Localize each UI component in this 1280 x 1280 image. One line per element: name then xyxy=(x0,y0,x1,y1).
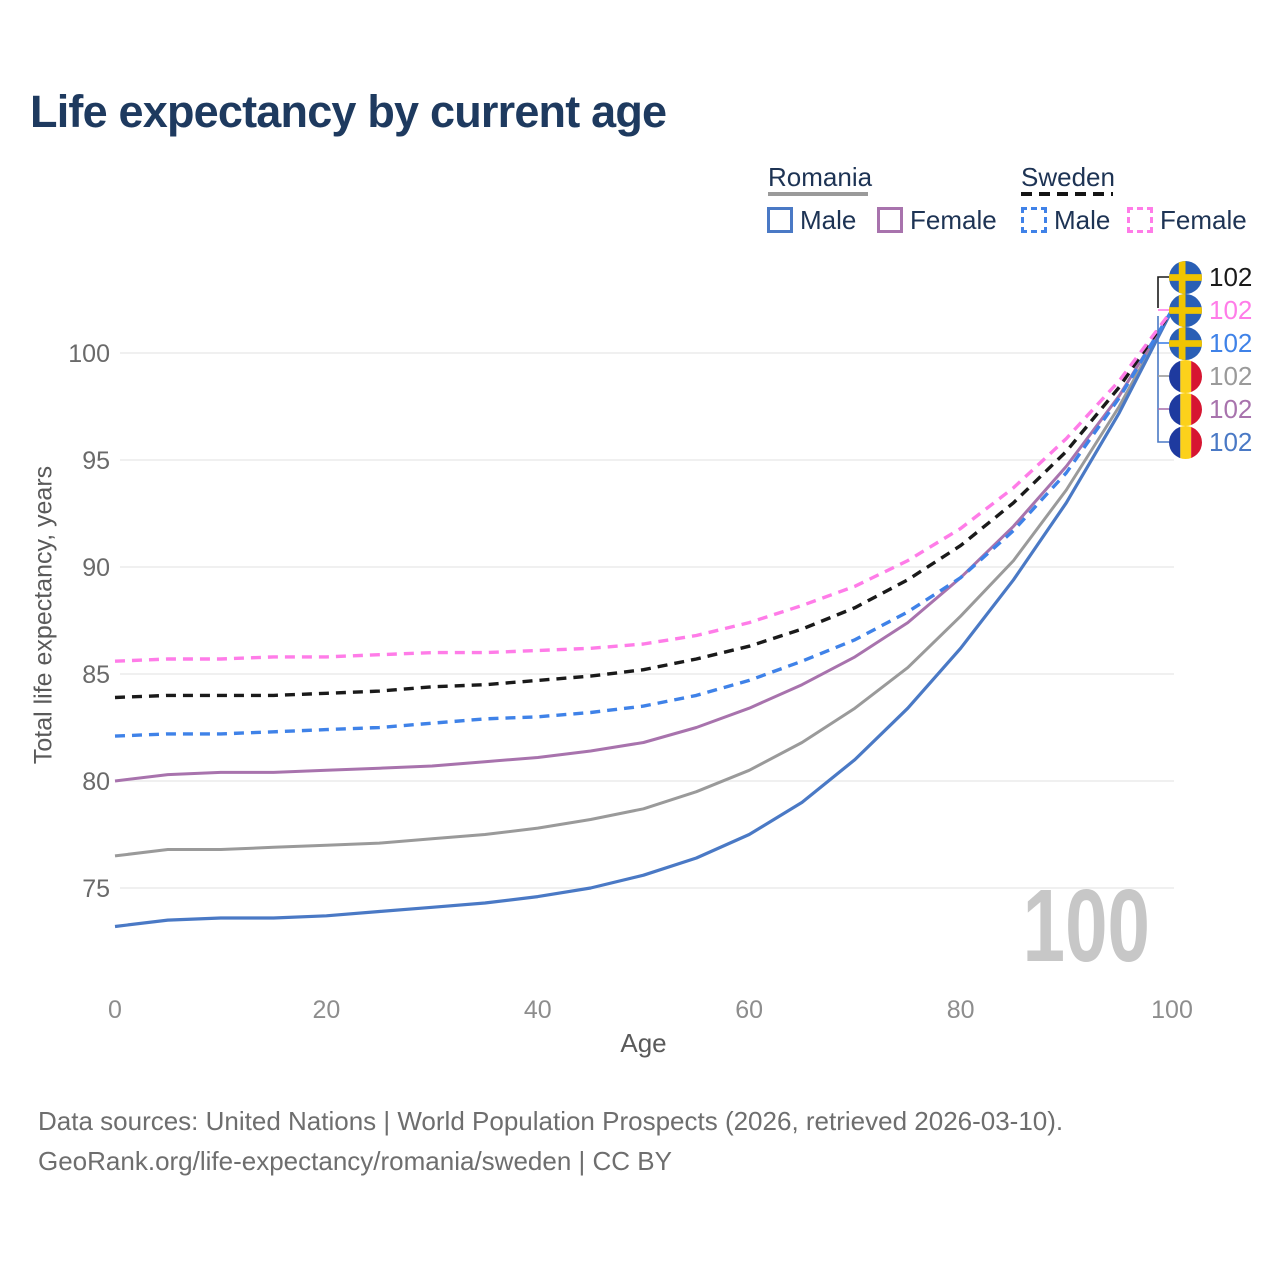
legend-swatch-romania-female[interactable] xyxy=(877,207,903,233)
gridlines xyxy=(120,352,1174,889)
legend-sweden-line-swatch xyxy=(1021,192,1113,196)
attribution-line: GeoRank.org/life-expectancy/romania/swed… xyxy=(38,1146,672,1176)
endpoint-sweden-female: 102 xyxy=(1169,293,1252,327)
endpoint-romania-female: 102 xyxy=(1169,392,1252,426)
line-sweden-female xyxy=(114,309,1174,663)
series-lines xyxy=(114,309,1174,929)
y-tick-label: 100 xyxy=(68,340,110,368)
sweden-flag-icon xyxy=(1169,293,1202,327)
endpoint-sweden-total: 102 xyxy=(1169,260,1252,294)
line-romania-total xyxy=(114,309,1174,858)
life-expectancy-chart[interactable]: 75 80 85 90 95 100 0 20 40 60 80 100 xyxy=(0,0,1280,1080)
line-romania-male xyxy=(114,309,1174,929)
line-romania-female xyxy=(114,309,1174,783)
endpoint-value: 102 xyxy=(1209,295,1253,325)
legend-country-sweden[interactable]: Sweden xyxy=(1021,162,1115,192)
romania-flag-icon xyxy=(1169,359,1202,393)
x-tick-label: 60 xyxy=(735,996,763,1024)
x-tick-label: 0 xyxy=(108,996,122,1024)
endpoint-value: 102 xyxy=(1209,361,1253,391)
x-tick-label: 80 xyxy=(947,996,975,1024)
romania-flag-icon xyxy=(1169,392,1202,426)
legend-swatch-romania-male[interactable] xyxy=(767,207,793,233)
legend-item-sweden-male[interactable]: Male xyxy=(1054,205,1111,235)
y-tick-label: 90 xyxy=(82,554,110,582)
legend-romania-line-swatch xyxy=(768,192,868,196)
legend-country-romania[interactable]: Romania xyxy=(768,162,873,192)
endpoint-romania-male: 102 xyxy=(1169,425,1252,459)
legend-item-romania-male[interactable]: Male xyxy=(800,205,857,235)
x-tick-label: 40 xyxy=(524,996,552,1024)
x-tick-label: 100 xyxy=(1151,996,1193,1024)
endpoint-sweden-male: 102 xyxy=(1169,326,1252,360)
y-tick-label: 80 xyxy=(82,768,110,796)
x-axis-title: Age xyxy=(620,1028,667,1058)
romania-flag-icon xyxy=(1169,425,1202,459)
current-age-indicator: 100 xyxy=(1022,868,1150,983)
sweden-flag-icon xyxy=(1169,260,1202,294)
y-tick-label: 75 xyxy=(82,875,110,903)
x-tick-label: 20 xyxy=(312,996,340,1024)
y-tick-label: 95 xyxy=(82,447,110,475)
sweden-flag-icon xyxy=(1169,326,1202,360)
endpoint-romania-total: 102 xyxy=(1169,359,1252,393)
line-sweden-total xyxy=(114,309,1174,700)
legend-swatch-sweden-female[interactable] xyxy=(1127,207,1153,233)
legend-item-romania-female[interactable]: Female xyxy=(910,205,997,235)
line-sweden-male xyxy=(114,309,1174,738)
page-title: Life expectancy by current age xyxy=(30,86,667,137)
legend-swatch-sweden-male[interactable] xyxy=(1021,207,1047,233)
endpoint-value: 102 xyxy=(1209,427,1253,457)
y-axis-title: Total life expectancy, years xyxy=(29,465,58,765)
endpoint-value: 102 xyxy=(1209,262,1253,292)
axis-tick-labels: 75 80 85 90 95 100 0 20 40 60 80 100 xyxy=(68,340,1193,1024)
endpoint-value: 102 xyxy=(1209,394,1253,424)
y-tick-label: 85 xyxy=(82,661,110,689)
endpoint-value: 102 xyxy=(1209,328,1253,358)
endpoint-connectors xyxy=(1157,276,1169,443)
data-sources-line: Data sources: United Nations | World Pop… xyxy=(38,1106,1064,1136)
legend-item-sweden-female[interactable]: Female xyxy=(1160,205,1247,235)
